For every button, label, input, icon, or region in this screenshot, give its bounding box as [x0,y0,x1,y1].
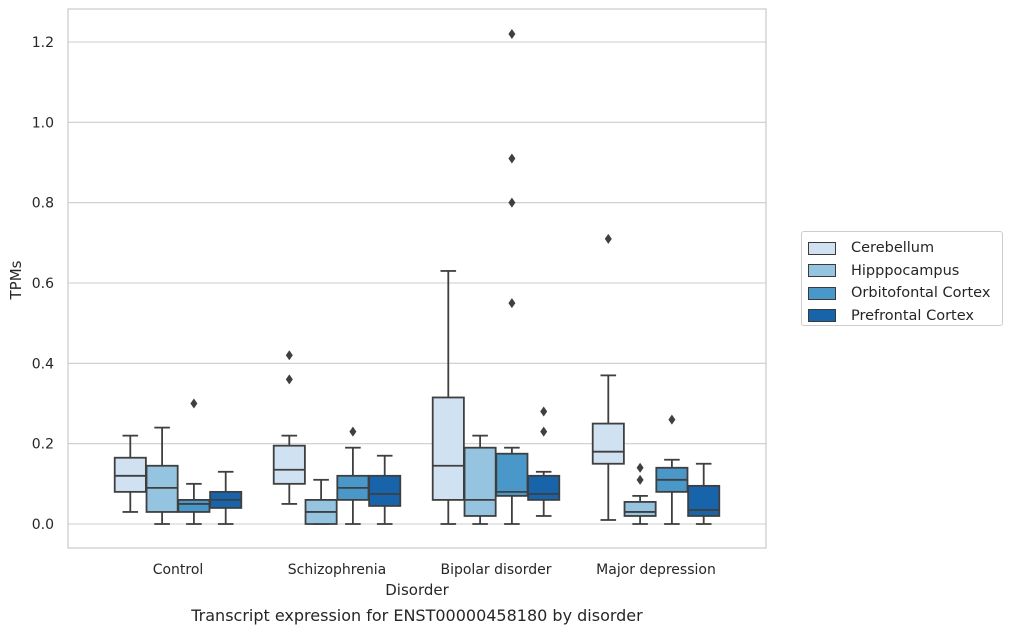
box [591,422,625,465]
legend-swatch-prefrontal-cortex [808,309,836,323]
box-group [272,350,306,505]
box [272,444,306,485]
legend-swatch-orbitofrontal-cortex [808,286,836,300]
y-axis-label: TPMs [7,260,25,300]
box [463,446,497,517]
y-tick-label: 0.4 [32,356,54,372]
y-tick-label: 1.2 [32,35,54,51]
y-tick-label: 0.6 [32,276,54,292]
boxes [113,28,721,525]
box-group [177,398,211,525]
x-axis-label: Disorder [385,581,449,599]
box-group [368,454,402,525]
box [687,484,721,517]
box-group [527,406,561,517]
outlier-point [668,414,676,425]
y-tick-label: 0.2 [32,437,54,453]
box-group [591,233,625,521]
box-group [655,414,689,525]
legend-item-hippocampus: Hipppocampus [808,260,1002,283]
legend-label-orbitofrontal-cortex: Orbitofontal Cortex [851,285,991,302]
x-axis-ticks: Control Schizophrenia Bipolar disorder Majo… [153,562,716,578]
legend: Cerebellum Hipppocampus Orbitofontal Cor… [801,231,1003,326]
legend-label-prefrontal-cortex: Prefrontal Cortex [851,307,974,324]
outlier-point [508,197,516,208]
legend-swatch-cerebellum [808,241,836,255]
y-tick-label: 0.0 [32,517,54,533]
outlier-point [540,406,548,417]
outlier-point [508,153,516,164]
outlier-point [508,28,516,39]
legend-swatch-hippocampus [808,264,836,278]
x-tick-label: Major depression [596,562,716,578]
outlier-point [636,462,644,473]
x-tick-label: Control [153,562,204,578]
box-group [463,434,497,525]
box-group [431,270,465,525]
legend-item-cerebellum: Cerebellum [808,237,1002,260]
box [431,396,465,501]
box-group [336,426,370,525]
x-tick-label: Schizophrenia [288,562,386,578]
outlier-point [285,374,293,385]
outlier-point [540,426,548,437]
y-tick-label: 0.8 [32,196,54,212]
legend-label-hippocampus: Hipppocampus [851,262,960,279]
outlier-point [636,474,644,485]
x-tick-label: Bipolar disorder [440,562,551,578]
gridlines [68,41,766,525]
y-tick-label: 1.0 [32,115,54,131]
box [177,498,211,513]
legend-label-cerebellum: Cerebellum [851,240,935,257]
box-group [304,478,338,525]
box [368,474,402,507]
box [527,474,561,501]
legend-item-prefrontal-cortex: Prefrontal Cortex [808,305,1002,328]
box-group [145,426,179,525]
outlier-point [285,350,293,361]
box-group [687,462,721,525]
box-group [113,434,147,513]
outlier-point [349,426,357,437]
box [145,464,179,513]
plot-area-frame [67,8,767,549]
outlier-point [508,298,516,309]
outlier-point [604,233,612,244]
box [113,456,147,493]
outlier-point [190,398,198,409]
box-group [495,28,529,525]
legend-item-orbitofrontal-cortex: Orbitofontal Cortex [808,282,1002,305]
box-group [623,462,657,525]
box [623,501,657,517]
box [495,452,529,497]
y-axis-ticks: 0.0 0.2 0.4 0.6 0.8 1.0 1.2 [32,35,54,533]
box-group [209,470,243,525]
figure-caption: Transcript expression for ENST0000045818… [191,606,643,625]
